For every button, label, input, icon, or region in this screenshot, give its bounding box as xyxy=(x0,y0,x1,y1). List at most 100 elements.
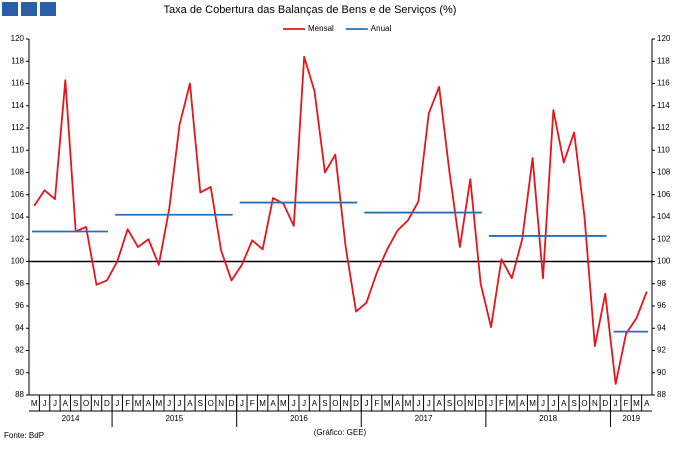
x-tick-label: D xyxy=(353,399,359,408)
x-tick-label: M xyxy=(259,399,266,408)
y2-tick-label: 96 xyxy=(657,301,666,310)
x-tick-label: J xyxy=(115,399,119,408)
y-tick-label: 100 xyxy=(11,257,25,266)
x-tick-label: J xyxy=(541,399,545,408)
x-tick-label: J xyxy=(416,399,420,408)
y2-tick-label: 114 xyxy=(657,101,670,110)
legend-label: Mensal xyxy=(308,24,334,33)
x-tick-label: N xyxy=(94,399,100,408)
y2-tick-label: 108 xyxy=(657,168,671,177)
x-tick-label: D xyxy=(478,399,484,408)
x-tick-label: N xyxy=(592,399,598,408)
x-tick-label: O xyxy=(457,399,463,408)
x-tick-label: M xyxy=(280,399,287,408)
y-tick-label: 98 xyxy=(15,279,24,288)
x-tick-label: J xyxy=(43,399,47,408)
year-label: 2016 xyxy=(290,414,308,423)
y2-tick-label: 94 xyxy=(657,323,666,332)
y2-tick-label: 90 xyxy=(657,368,666,377)
year-label: 2017 xyxy=(415,414,433,423)
x-tick-label: J xyxy=(364,399,368,408)
y2-tick-label: 120 xyxy=(657,34,671,43)
y-tick-label: 108 xyxy=(11,168,25,177)
x-tick-label: J xyxy=(427,399,431,408)
credit: (Gráfico: GEE) xyxy=(314,428,367,437)
x-tick-label: N xyxy=(218,399,224,408)
y-tick-label: 110 xyxy=(11,145,24,154)
x-tick-label: A xyxy=(520,399,526,408)
y2-tick-label: 102 xyxy=(657,234,671,243)
x-tick-label: J xyxy=(240,399,244,408)
x-tick-label: J xyxy=(292,399,296,408)
logo-square xyxy=(2,2,18,16)
y-tick-label: 120 xyxy=(11,34,25,43)
line-mensal xyxy=(33,55,648,385)
y-tick-label: 90 xyxy=(15,368,24,377)
source: Fonte: BdP xyxy=(4,431,44,440)
y-tick-label: 112 xyxy=(11,123,24,132)
x-tick-label: N xyxy=(343,399,349,408)
y2-tick-label: 118 xyxy=(657,56,670,65)
y2-tick-label: 100 xyxy=(657,257,671,266)
y2-tick-label: 98 xyxy=(657,279,666,288)
y2-tick-label: 112 xyxy=(657,123,670,132)
x-tick-label: A xyxy=(644,399,650,408)
logo-square xyxy=(40,2,56,16)
y-tick-label: 94 xyxy=(15,323,24,332)
x-tick-label: D xyxy=(229,399,235,408)
y-tick-label: 102 xyxy=(11,234,25,243)
x-tick-label: J xyxy=(614,399,618,408)
x-tick-label: S xyxy=(198,399,203,408)
year-label: 2014 xyxy=(62,414,80,423)
y-tick-label: 88 xyxy=(15,390,24,399)
x-tick-label: A xyxy=(146,399,152,408)
x-tick-label: M xyxy=(384,399,391,408)
x-tick-label: M xyxy=(508,399,515,408)
x-tick-label: O xyxy=(332,399,338,408)
y-tick-label: 106 xyxy=(11,190,25,199)
x-tick-label: A xyxy=(561,399,567,408)
x-tick-label: M xyxy=(31,399,38,408)
x-tick-label: A xyxy=(436,399,442,408)
x-tick-label: O xyxy=(83,399,89,408)
legend-label: Anual xyxy=(371,24,392,33)
y2-tick-label: 92 xyxy=(657,346,666,355)
x-tick-label: J xyxy=(489,399,493,408)
x-tick-label: O xyxy=(208,399,214,408)
y-tick-label: 114 xyxy=(11,101,24,110)
x-tick-label: O xyxy=(581,399,587,408)
y-tick-label: 104 xyxy=(11,212,25,221)
x-tick-label: S xyxy=(73,399,78,408)
x-tick-label: J xyxy=(551,399,555,408)
x-tick-label: J xyxy=(302,399,306,408)
y-tick-label: 92 xyxy=(15,346,24,355)
year-label: 2015 xyxy=(165,414,183,423)
x-tick-label: M xyxy=(633,399,640,408)
y-tick-label: 96 xyxy=(15,301,24,310)
x-tick-label: S xyxy=(322,399,327,408)
y2-tick-label: 110 xyxy=(657,145,670,154)
x-tick-label: D xyxy=(104,399,110,408)
x-tick-label: S xyxy=(447,399,452,408)
x-tick-label: A xyxy=(270,399,276,408)
x-tick-label: A xyxy=(395,399,401,408)
x-tick-label: M xyxy=(155,399,162,408)
y2-tick-label: 106 xyxy=(657,190,671,199)
x-tick-label: A xyxy=(312,399,318,408)
x-tick-label: A xyxy=(63,399,69,408)
y2-tick-label: 88 xyxy=(657,390,666,399)
x-tick-label: F xyxy=(250,399,255,408)
x-tick-label: S xyxy=(571,399,576,408)
x-tick-label: F xyxy=(624,399,629,408)
x-tick-label: J xyxy=(53,399,57,408)
y2-tick-label: 104 xyxy=(657,212,671,221)
x-tick-label: F xyxy=(499,399,504,408)
year-label: 2019 xyxy=(622,414,640,423)
x-tick-label: M xyxy=(405,399,412,408)
x-tick-label: A xyxy=(187,399,193,408)
x-tick-label: J xyxy=(167,399,171,408)
y-tick-label: 116 xyxy=(11,79,24,88)
x-tick-label: M xyxy=(135,399,142,408)
